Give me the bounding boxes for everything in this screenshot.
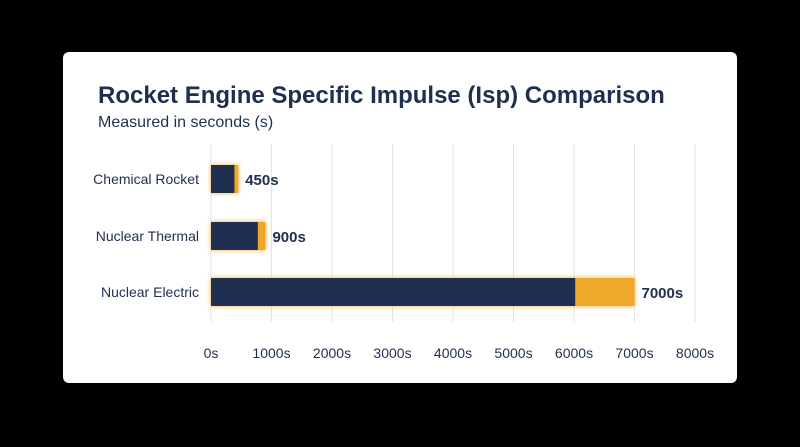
chart-card: Rocket Engine Specific Impulse (Isp) Com… (63, 52, 737, 383)
category-label: Nuclear Thermal (96, 228, 199, 244)
x-tick-label: 1000s (252, 345, 290, 361)
x-tick-label: 0s (204, 345, 219, 361)
chart-subtitle: Measured in seconds (s) (98, 114, 274, 131)
x-tick-label: 5000s (494, 345, 532, 361)
category-label: Chemical Rocket (93, 171, 199, 187)
bar (211, 278, 576, 306)
x-tick-label: 3000s (373, 345, 411, 361)
category-label: Nuclear Electric (101, 284, 199, 300)
value-label: 900s (272, 229, 305, 246)
bar (211, 165, 235, 193)
x-tick-label: 4000s (434, 345, 472, 361)
x-tick-label: 6000s (555, 345, 593, 361)
x-tick-label: 2000s (313, 345, 351, 361)
value-label: 450s (245, 172, 278, 189)
x-tick-label: 8000s (676, 345, 714, 361)
chart-title: Rocket Engine Specific Impulse (Isp) Com… (98, 82, 665, 109)
bar-chart: 0s 1000s 2000s 3000s 4000s 5000s 6000s 7000s 800… (93, 144, 714, 361)
x-tick-label: 7000s (615, 345, 653, 361)
value-label: 7000s (642, 285, 684, 302)
bar (211, 222, 258, 250)
